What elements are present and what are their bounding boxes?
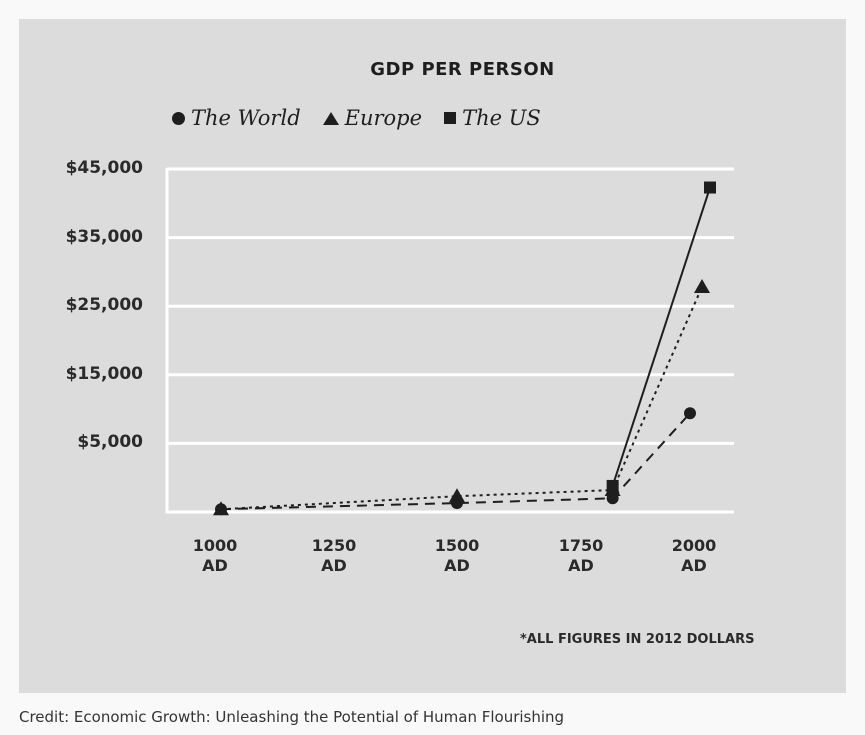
x-tick-label: 1000 AD bbox=[192, 536, 238, 575]
data-point-europe bbox=[213, 501, 229, 516]
chart-panel bbox=[19, 19, 846, 693]
y-tick-label: $25,000 bbox=[65, 295, 143, 316]
legend-label-world: The World bbox=[191, 106, 301, 130]
square-marker-icon bbox=[444, 112, 457, 124]
circle-marker-icon bbox=[172, 111, 185, 125]
data-point-the-us bbox=[704, 181, 716, 194]
data-point-the-world bbox=[684, 407, 696, 420]
x-tick-label: 2000 AD bbox=[671, 536, 717, 575]
series-line-the-world bbox=[220, 412, 691, 511]
legend-item-europe: Europe bbox=[322, 106, 423, 130]
x-tick-label: 1750 AD bbox=[558, 536, 604, 575]
chart-legend: The World Europe The US bbox=[172, 106, 563, 130]
data-point-europe bbox=[449, 488, 465, 503]
legend-label-europe: Europe bbox=[344, 106, 423, 130]
chart-footnote: *ALL FIGURES IN 2012 DOLLARS bbox=[520, 632, 755, 647]
y-tick-label: $15,000 bbox=[65, 363, 143, 384]
legend-item-world: The World bbox=[172, 106, 301, 130]
image-credit: Credit: Economic Growth: Unleashing the … bbox=[19, 708, 565, 726]
series-line-europe bbox=[220, 286, 703, 511]
x-tick-label: 1250 AD bbox=[311, 536, 357, 575]
data-point-europe bbox=[694, 278, 710, 293]
triangle-marker-icon bbox=[322, 111, 339, 125]
y-tick-label: $45,000 bbox=[65, 158, 143, 178]
legend-item-us: The US bbox=[444, 106, 541, 130]
x-tick-label: 1500 AD bbox=[434, 536, 480, 575]
series-line-the-us bbox=[611, 187, 711, 487]
data-point-the-us bbox=[606, 479, 619, 492]
y-tick-label: $5,000 bbox=[77, 432, 143, 453]
chart-title: GDP PER PERSON bbox=[370, 59, 555, 80]
y-tick-label: $35,000 bbox=[65, 226, 143, 247]
legend-label-us: The US bbox=[462, 106, 541, 130]
